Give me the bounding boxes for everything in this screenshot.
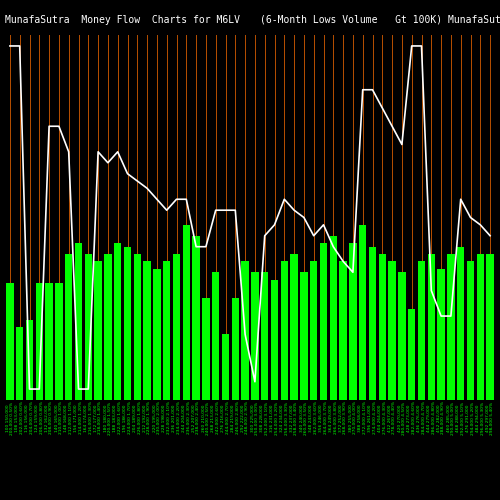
Bar [428,254,435,400]
Bar [438,268,445,400]
Bar [153,268,160,400]
Bar [447,254,454,400]
Bar [232,298,239,400]
Bar [75,243,82,400]
Bar [359,225,366,400]
Bar [144,262,151,400]
Bar [104,254,112,400]
Bar [65,254,72,400]
Bar [369,246,376,400]
Bar [124,246,131,400]
Bar [242,262,249,400]
Bar [467,262,474,400]
Bar [271,280,278,400]
Bar [340,262,347,400]
Bar [134,254,141,400]
Bar [320,243,327,400]
Bar [398,272,406,400]
Bar [310,262,318,400]
Bar [418,262,425,400]
Bar [280,262,288,400]
Text: MunafaSutra  Money Flow  Charts for M6LV: MunafaSutra Money Flow Charts for M6LV [5,15,240,25]
Bar [182,225,190,400]
Bar [330,236,337,400]
Bar [163,262,170,400]
Bar [261,272,268,400]
Bar [349,243,356,400]
Bar [457,246,464,400]
Bar [251,272,258,400]
Bar [290,254,298,400]
Bar [300,272,308,400]
Bar [222,334,229,400]
Bar [16,327,24,400]
Bar [202,298,209,400]
Bar [84,254,92,400]
Bar [36,283,43,400]
Bar [94,262,102,400]
Bar [388,262,396,400]
Bar [486,254,494,400]
Bar [114,243,122,400]
Bar [26,320,33,400]
Bar [6,283,14,400]
Bar [212,272,220,400]
Bar [408,308,416,400]
Bar [192,236,200,400]
Bar [55,283,62,400]
Text: (6-Month Lows Volume   Gt 100K) MunafaSutra.com: (6-Month Lows Volume Gt 100K) MunafaSutr… [260,15,500,25]
Bar [173,254,180,400]
Bar [46,283,53,400]
Bar [476,254,484,400]
Bar [378,254,386,400]
